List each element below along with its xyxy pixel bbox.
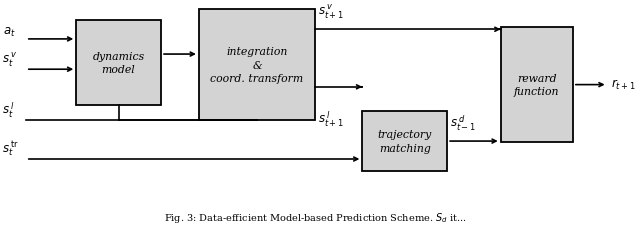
Bar (362, 112, 447, 171)
Text: reward
function: reward function (514, 74, 559, 97)
Bar (76, 21, 161, 105)
Text: dynamics
model: dynamics model (92, 52, 145, 75)
Text: $s_{t-1}^{\,d}$: $s_{t-1}^{\,d}$ (451, 113, 476, 133)
Text: $s_t^{\,\mathrm{tr}}$: $s_t^{\,\mathrm{tr}}$ (2, 139, 19, 158)
Bar (500, 28, 573, 143)
Text: $s_{t+1}^{\,l}$: $s_{t+1}^{\,l}$ (318, 109, 344, 129)
Bar (199, 10, 315, 121)
Text: $s_t^{\,l}$: $s_t^{\,l}$ (2, 100, 14, 119)
Text: trajectory
matching: trajectory matching (378, 130, 432, 153)
Text: $s_{t+1}^{\,v}$: $s_{t+1}^{\,v}$ (318, 4, 344, 21)
Text: $a_t$: $a_t$ (3, 26, 15, 39)
Text: $s_t^{\,v}$: $s_t^{\,v}$ (2, 51, 17, 69)
Text: $r_{t+1}$: $r_{t+1}$ (611, 77, 636, 91)
Text: integration
&
coord. transform: integration & coord. transform (211, 47, 303, 84)
Text: Fig. 3: Data-efficient Model-based Prediction Scheme. $S_d$ it...: Fig. 3: Data-efficient Model-based Predi… (164, 210, 467, 224)
